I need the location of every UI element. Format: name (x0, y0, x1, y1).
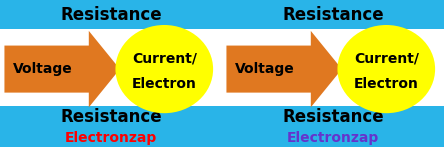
Text: Resistance: Resistance (60, 108, 162, 126)
Text: Current/: Current/ (132, 52, 197, 66)
Bar (0, 106, 444, 147)
Text: Current/: Current/ (354, 52, 419, 66)
Text: Electronzap: Electronzap (287, 131, 379, 145)
Text: Electron: Electron (132, 77, 197, 91)
Text: Electronzap: Electronzap (65, 131, 157, 145)
Text: Voltage: Voltage (234, 62, 294, 76)
Text: Electron: Electron (354, 77, 419, 91)
Ellipse shape (115, 25, 213, 113)
FancyArrow shape (4, 31, 120, 107)
Ellipse shape (337, 25, 435, 113)
Text: Resistance: Resistance (60, 6, 162, 24)
Bar (0, 0, 444, 29)
FancyArrow shape (226, 31, 342, 107)
Text: Resistance: Resistance (282, 108, 384, 126)
Text: Resistance: Resistance (282, 6, 384, 24)
Text: Voltage: Voltage (12, 62, 72, 76)
